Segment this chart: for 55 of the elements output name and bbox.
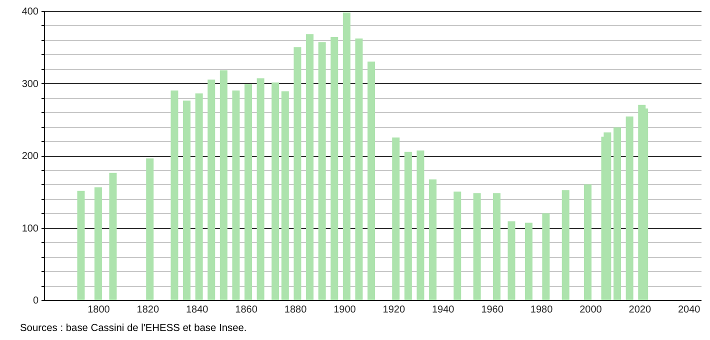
bar	[330, 37, 338, 300]
x-tick-label: 1900	[334, 304, 356, 316]
bar	[256, 78, 264, 300]
bar	[626, 116, 634, 300]
x-tick-label: 2000	[580, 304, 602, 316]
bar	[524, 222, 532, 300]
bar	[416, 150, 424, 300]
x-tick-label: 2040	[678, 304, 701, 316]
bar	[368, 62, 376, 300]
y-tick-label: 200	[22, 151, 39, 162]
bar	[94, 187, 102, 300]
x-tick-label: 1920	[382, 304, 406, 316]
x-tick-label: 1940	[432, 304, 455, 316]
bar	[342, 12, 350, 300]
bar	[306, 34, 314, 300]
bar	[281, 91, 289, 300]
bar	[492, 193, 500, 300]
bar	[220, 70, 228, 300]
y-tick-label: 400	[22, 6, 39, 18]
bar	[404, 152, 412, 300]
bar	[542, 213, 550, 300]
bar	[170, 90, 178, 300]
x-tick-label: 1840	[186, 304, 209, 316]
bar	[232, 90, 240, 300]
x-tick-label: 1880	[284, 304, 308, 316]
bar	[392, 137, 400, 300]
bar	[473, 193, 481, 300]
bar	[294, 47, 302, 300]
x-tick-label: 1960	[481, 304, 504, 316]
y-tick-label: 100	[22, 223, 39, 234]
x-tick-label: 2020	[628, 304, 652, 316]
bar	[208, 80, 216, 300]
bar	[604, 132, 612, 300]
bar	[562, 190, 570, 300]
bar	[508, 221, 516, 300]
bar	[272, 82, 280, 300]
x-tick-label: 1860	[235, 304, 258, 316]
y-tick-label: 300	[22, 78, 39, 90]
bar	[195, 93, 203, 300]
source-note: Sources : base Cassini de l'EHESS et base Insee.	[20, 323, 247, 334]
bar	[614, 127, 622, 300]
bar	[77, 190, 85, 300]
x-tick-label: 1820	[136, 304, 160, 316]
x-tick-label: 1980	[530, 304, 554, 316]
bar	[146, 158, 154, 300]
bar	[244, 84, 252, 300]
bar	[584, 184, 592, 300]
bar	[318, 42, 326, 300]
x-tick-label: 1800	[88, 304, 110, 316]
bar	[429, 179, 437, 300]
bar	[454, 192, 462, 300]
bar	[183, 100, 191, 300]
bar	[355, 38, 363, 300]
y-tick-label: 0	[32, 296, 39, 306]
bar	[109, 172, 117, 300]
